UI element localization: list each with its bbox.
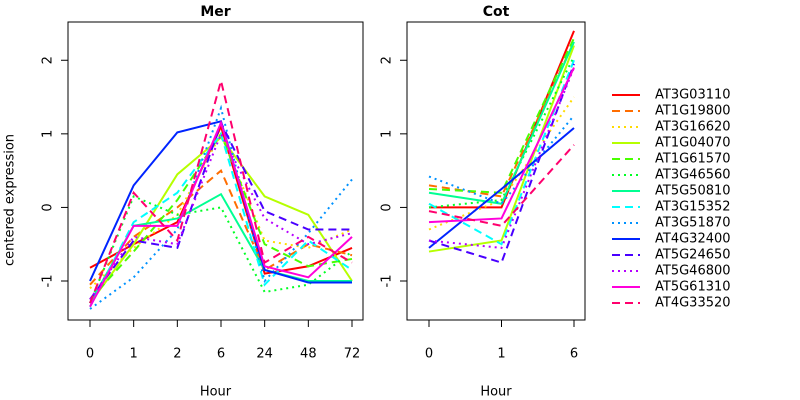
y-tick-label: 0: [41, 203, 56, 211]
series-line: [428, 45, 575, 253]
x-axis-label: Hour: [200, 385, 232, 400]
legend-label: AT3G03110: [655, 88, 731, 103]
series-line: [428, 67, 575, 249]
legend-label: AT4G32400: [655, 232, 731, 247]
series-line: [89, 131, 353, 308]
legend-label: AT5G46800: [655, 264, 731, 279]
series-line: [428, 144, 575, 227]
x-tick-label: 24: [256, 347, 273, 362]
panel-title: Mer: [200, 4, 230, 20]
series-line: [428, 96, 575, 231]
y-tick-label: 1: [380, 130, 395, 138]
series-line: [89, 195, 353, 304]
x-tick-label: 2: [173, 347, 181, 362]
x-tick-label: 72: [344, 347, 361, 362]
series-line: [428, 63, 575, 264]
x-tick-label: 0: [86, 347, 94, 362]
y-tick-label: -1: [41, 275, 56, 288]
y-tick-label: 1: [41, 130, 56, 138]
series-line: [428, 41, 575, 205]
y-tick-label: 2: [41, 56, 56, 64]
y-tick-label: 0: [380, 203, 395, 211]
plot-frame: [67, 21, 364, 321]
legend-label: AT4G33520: [655, 296, 731, 311]
series-line: [428, 56, 575, 209]
series-line: [89, 136, 353, 304]
series-line: [428, 59, 575, 246]
series-line: [428, 41, 575, 198]
series-line: [89, 131, 353, 300]
legend-label: AT5G24650: [655, 248, 731, 263]
legend-label: AT3G15352: [655, 200, 731, 215]
y-tick-label: 2: [380, 56, 395, 64]
y-axis-label: centered expression: [3, 134, 18, 266]
series-line: [89, 119, 353, 308]
legend-label: AT1G61570: [655, 152, 731, 167]
x-tick-label: 6: [217, 347, 225, 362]
legend-label: AT5G50810: [655, 184, 731, 199]
x-tick-label: 48: [300, 347, 317, 362]
series-line: [89, 104, 353, 310]
series-line: [428, 67, 575, 224]
series-line: [428, 127, 575, 249]
series-line: [89, 80, 353, 304]
x-tick-label: 1: [130, 347, 138, 362]
legend-label: AT3G51870: [655, 216, 731, 231]
legend-label: AT1G19800: [655, 104, 731, 119]
y-tick-label: -1: [380, 275, 395, 288]
series-line: [428, 37, 575, 194]
legend-label: AT1G04070: [655, 136, 731, 151]
plot-frame: [406, 21, 586, 321]
series-line: [428, 114, 575, 205]
x-tick-label: 0: [425, 347, 433, 362]
x-tick-label: 6: [570, 347, 578, 362]
legend-label: AT3G16620: [655, 120, 731, 135]
panel-title: Cot: [483, 4, 510, 20]
x-axis-label: Hour: [480, 385, 512, 400]
legend-label: AT3G46560: [655, 168, 731, 183]
x-tick-label: 1: [497, 347, 505, 362]
series-line: [89, 169, 353, 286]
legend-label: AT5G61310: [655, 280, 731, 295]
